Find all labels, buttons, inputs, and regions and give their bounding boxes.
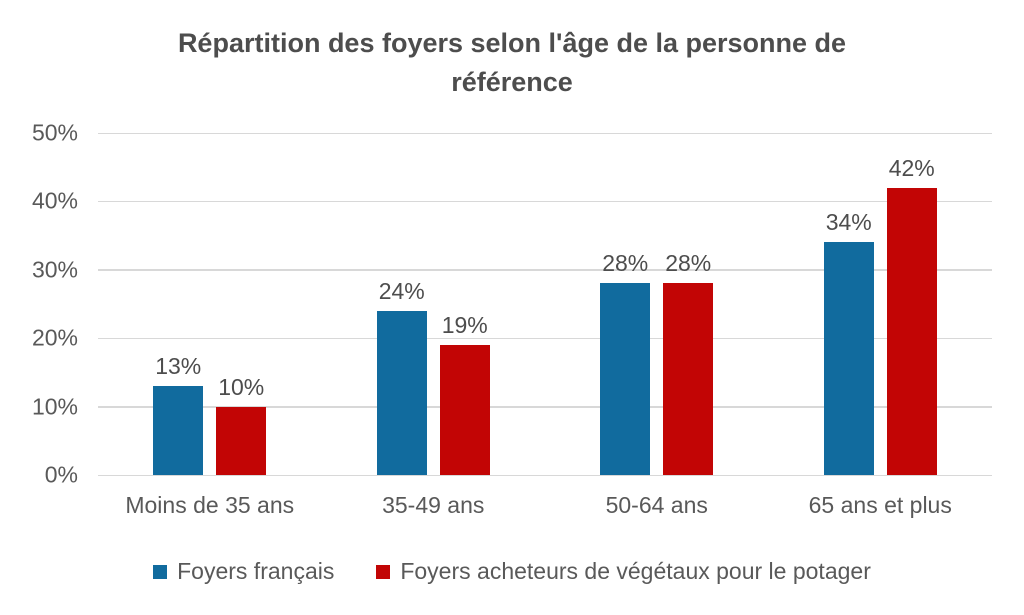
bar-value-label: 28%: [665, 250, 712, 277]
bar-series1-65-ans-et-plus: 42%: [886, 155, 937, 475]
x-category-label: 65 ans et plus: [808, 492, 952, 518]
y-tick-label: 40%: [31, 187, 78, 214]
legend-label: Foyers français: [177, 558, 335, 584]
y-tick-label: 30%: [31, 256, 78, 283]
bar-series0-50-64-ans: 28%: [600, 250, 651, 475]
plot-area: 13% 10% 24% 19% 28% 28% 34% 42%: [98, 132, 992, 476]
x-axis: Moins de 35 ans 35-49 ans 50-64 ans 65 ans …: [98, 492, 992, 519]
bar-group: 28% 28%: [545, 133, 769, 475]
x-category-label: 35-49 ans: [382, 492, 485, 518]
chart-title: Répartition des foyers selon l'âge de la…: [177, 28, 847, 98]
legend-item: Foyers français: [153, 558, 334, 585]
bar-value-label: 19%: [441, 312, 488, 339]
gridline: [98, 474, 992, 476]
gridline: [98, 132, 992, 134]
bar-value-label: 10%: [218, 373, 265, 400]
bar-group: 13% 10%: [98, 133, 322, 475]
x-category-label: Moins de 35 ans: [125, 492, 295, 518]
bar-value-label: 13%: [155, 353, 202, 380]
bar-value-label: 34%: [825, 209, 872, 236]
bar-series1-35-49-ans: 19%: [439, 312, 490, 475]
bar-value-label: 42%: [888, 154, 935, 181]
y-tick-label: 10%: [31, 393, 78, 420]
bar-series0-35-49-ans: 24%: [376, 278, 427, 475]
y-tick-label: 20%: [31, 324, 78, 351]
legend-label: Foyers acheteurs de végétaux pour le pot…: [400, 558, 871, 584]
bar-value-label: 28%: [602, 250, 649, 277]
bar-group: 34% 42%: [769, 133, 993, 475]
legend: Foyers français Foyers acheteurs de végét…: [0, 558, 1024, 585]
bar-series1-50-64-ans: 28%: [663, 250, 714, 475]
bar-group: 24% 19%: [322, 133, 546, 475]
y-tick-label: 50%: [31, 119, 78, 146]
bar-groups: 13% 10% 24% 19% 28% 28% 34% 42%: [98, 133, 992, 475]
bar-value-label: 24%: [378, 277, 425, 304]
legend-swatch-icon: [153, 564, 168, 579]
gridline: [98, 269, 992, 271]
gridline: [98, 200, 992, 203]
legend-item: Foyers acheteurs de végétaux pour le pot…: [376, 558, 871, 585]
gridline: [98, 406, 992, 408]
y-tick-label: 0%: [44, 461, 78, 488]
legend-swatch-icon: [376, 564, 391, 579]
y-axis: 0% 10% 20% 30% 40% 50%: [0, 120, 78, 488]
gridline: [98, 337, 992, 340]
bar-series1-moins-de-35-ans: 10%: [216, 374, 267, 475]
bar-series0-65-ans-et-plus: 34%: [823, 209, 874, 475]
bar-series0-moins-de-35-ans: 13%: [153, 353, 204, 475]
x-category-label: 50-64 ans: [605, 492, 708, 518]
